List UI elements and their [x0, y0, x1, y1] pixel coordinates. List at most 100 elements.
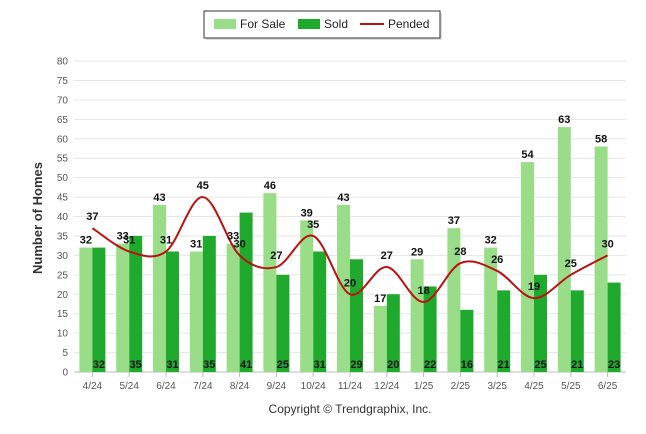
- bar-for-sale: [484, 247, 498, 372]
- y-tick-label: 80: [57, 57, 69, 68]
- label-for-sale: 39: [301, 207, 313, 219]
- x-tick-label: 1/25: [414, 381, 434, 392]
- y-tick-label: 75: [57, 76, 69, 87]
- legend-label-sold: Sold: [324, 17, 348, 31]
- bar-for-sale: [189, 251, 203, 372]
- y-tick-label: 0: [62, 368, 68, 379]
- bar-for-sale: [557, 127, 571, 373]
- y-axis-title: Number of Homes: [30, 162, 45, 274]
- label-pended: 18: [417, 285, 429, 297]
- bar-sold: [313, 251, 327, 372]
- x-tick-label: 8/24: [230, 381, 250, 392]
- y-tick-label: 40: [57, 212, 69, 223]
- y-tick-label: 35: [57, 231, 69, 242]
- bar-sold: [239, 212, 253, 372]
- x-tick-label: 4/25: [524, 381, 544, 392]
- y-tick-label: 70: [57, 95, 69, 106]
- label-for-sale: 31: [190, 238, 202, 250]
- bar-sold: [202, 235, 216, 372]
- label-for-sale: 37: [448, 215, 460, 227]
- y-tick-label: 60: [57, 134, 69, 145]
- label-pended: 30: [233, 238, 245, 250]
- bar-for-sale: [373, 305, 387, 372]
- bar-sold: [607, 282, 621, 372]
- x-tick-label: 9/24: [267, 381, 287, 392]
- bar-for-sale: [521, 162, 534, 372]
- label-pended: 26: [491, 254, 503, 266]
- label-sold: 25: [277, 359, 289, 371]
- bar-sold: [460, 309, 474, 372]
- bar-sold: [166, 251, 179, 372]
- label-pended: 28: [454, 246, 466, 258]
- bar-sold: [129, 235, 143, 372]
- bar-for-sale: [79, 247, 93, 372]
- label-for-sale: 63: [558, 114, 570, 126]
- label-sold: 25: [534, 359, 546, 371]
- x-tick-label: 2/25: [451, 381, 471, 392]
- label-pended: 20: [344, 277, 356, 289]
- bar-sold: [276, 274, 290, 372]
- y-tick-label: 25: [57, 270, 69, 281]
- label-for-sale: 32: [80, 235, 92, 247]
- x-axis-ticks: 4/24 5/24 6/24 7/24 8/24 9/24 10/24 11/24 12/24 1…: [83, 372, 618, 392]
- label-sold: 31: [314, 359, 326, 371]
- bar-sold: [386, 294, 400, 372]
- label-for-sale: 58: [595, 134, 607, 146]
- label-for-sale: 43: [337, 192, 349, 204]
- bar-sold: [92, 247, 106, 372]
- bar-sold: [423, 286, 437, 372]
- y-tick-label: 45: [57, 193, 69, 204]
- y-tick-label: 10: [57, 329, 69, 340]
- label-for-sale: 33: [227, 231, 239, 243]
- y-tick-label: 55: [57, 154, 69, 165]
- label-pended: 30: [601, 238, 613, 250]
- x-tick-label: 7/24: [193, 381, 213, 392]
- label-for-sale: 43: [153, 192, 165, 204]
- legend-swatch-sold: [298, 19, 320, 29]
- label-pended: 31: [123, 234, 135, 246]
- label-sold: 41: [240, 359, 252, 371]
- bar-sold: [497, 290, 511, 372]
- label-for-sale: 46: [264, 180, 276, 192]
- x-tick-label: 6/24: [156, 381, 176, 392]
- label-for-sale: 33: [117, 231, 129, 243]
- label-sold: 16: [461, 359, 473, 371]
- y-tick-label: 65: [57, 115, 69, 126]
- label-pended: 37: [86, 211, 98, 223]
- label-sold: 31: [166, 359, 178, 371]
- x-tick-label: 5/24: [119, 381, 139, 392]
- legend-label-pended: Pended: [388, 17, 429, 31]
- bar-sold: [350, 259, 363, 372]
- y-tick-label: 5: [62, 348, 68, 359]
- label-for-sale: 54: [521, 149, 534, 161]
- y-tick-label: 20: [57, 290, 69, 301]
- label-for-sale: 29: [411, 246, 423, 258]
- pended-line: [91, 196, 609, 304]
- legend-box: [203, 10, 441, 39]
- legend: For Sale Sold Pended: [203, 10, 442, 40]
- x-tick-label: 4/24: [83, 381, 103, 392]
- label-pended: 27: [270, 250, 282, 262]
- label-pended: 19: [528, 281, 540, 293]
- bar-for-sale: [116, 243, 130, 372]
- label-sold: 21: [571, 359, 583, 371]
- bar-for-sale: [410, 259, 424, 372]
- legend-label-for-sale: For Sale: [240, 17, 286, 31]
- label-sold: 20: [387, 359, 399, 371]
- label-sold: 29: [350, 359, 362, 371]
- bar-for-sale: [263, 193, 277, 372]
- x-tick-label: 6/25: [598, 381, 618, 392]
- x-tick-label: 5/25: [561, 381, 581, 392]
- legend-swatch-for-sale: [214, 19, 236, 29]
- label-sold: 32: [93, 359, 105, 371]
- label-for-sale: 17: [374, 293, 386, 305]
- label-sold: 23: [608, 359, 620, 371]
- x-tick-label: 11/24: [338, 381, 363, 392]
- label-pended: 25: [565, 258, 577, 270]
- bar-sold: [534, 274, 547, 372]
- bars: [79, 127, 621, 373]
- x-tick-label: 3/25: [487, 381, 507, 392]
- label-sold: 35: [203, 359, 215, 371]
